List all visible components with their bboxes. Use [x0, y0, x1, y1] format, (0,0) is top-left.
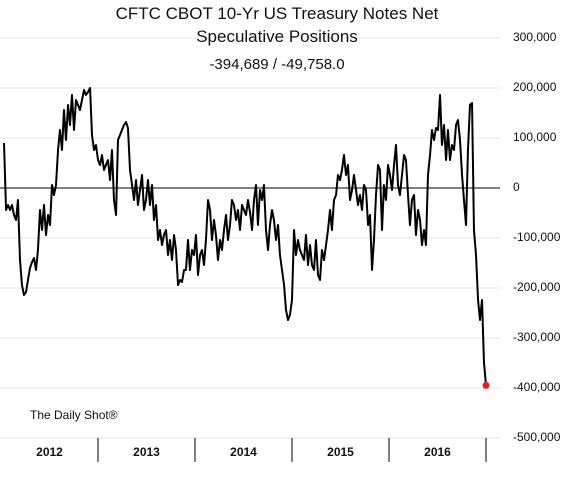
data-line [3, 87, 487, 386]
y-tick-label: -500,000 [513, 430, 561, 444]
y-tick-label: -100,000 [513, 230, 561, 244]
x-tick-label: 2016 [424, 445, 451, 459]
x-tick-label: 2015 [327, 445, 354, 459]
y-tick-label: 300,000 [513, 30, 557, 44]
y-tick-label: -300,000 [513, 330, 561, 344]
y-tick-label: 0 [513, 180, 520, 194]
chart-subtitle: -394,689 / -49,758.0 [209, 56, 345, 73]
y-tick-label: 100,000 [513, 130, 557, 144]
last-point [482, 381, 490, 389]
annotation: The Daily Shot® [30, 408, 118, 422]
x-tick-label: 2014 [230, 445, 257, 459]
y-tick-label: -400,000 [513, 380, 561, 394]
y-tick-label: -200,000 [513, 280, 561, 294]
chart-title: CFTC CBOT 10-Yr US Treasury Notes Net Sp… [115, 4, 439, 46]
x-tick-label: 2012 [36, 445, 63, 459]
y-tick-label: 200,000 [513, 80, 557, 94]
x-tick-label: 2013 [133, 445, 160, 459]
